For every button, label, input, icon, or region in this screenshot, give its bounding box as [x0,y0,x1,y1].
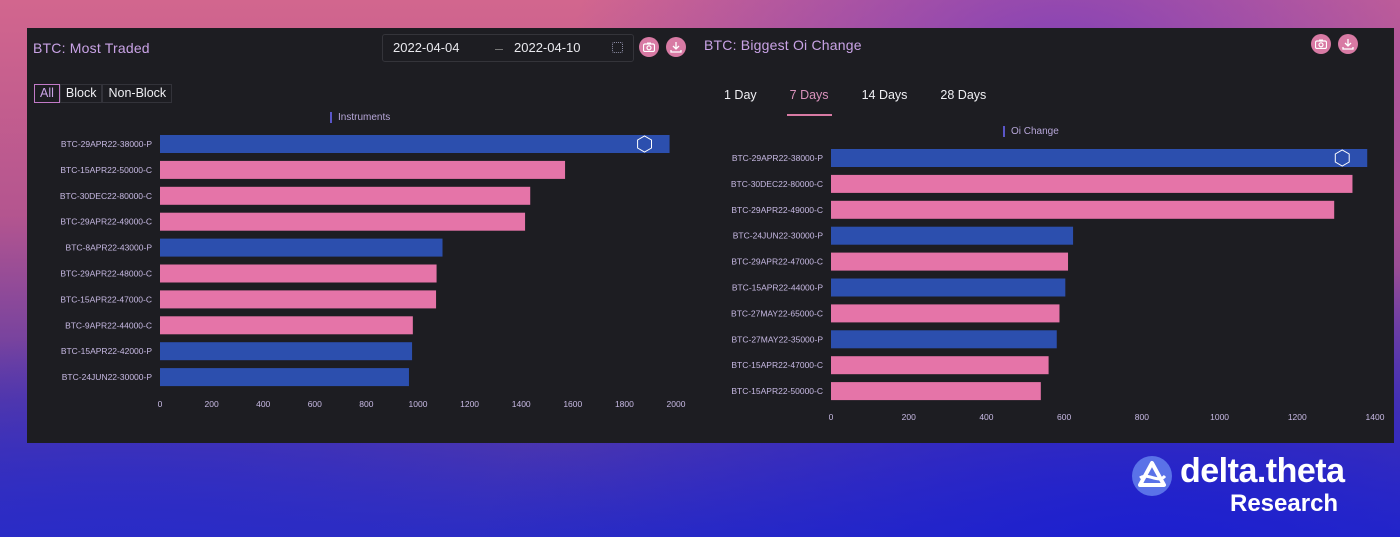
category-label: BTC-29APR22-38000-P [61,139,153,149]
tab-14-days[interactable]: 14 Days [861,88,908,102]
x-tick-label: 1000 [1210,412,1229,422]
brand-subtitle: Research [1230,490,1339,517]
x-tick-label: 0 [158,399,163,409]
bar[interactable] [831,382,1041,401]
category-label: BTC-30DEC22-80000-C [731,179,823,189]
camera-icon [643,42,655,52]
category-label: BTC-8APR22-43000-P [66,243,153,253]
tab-1-day[interactable]: 1 Day [724,88,757,102]
category-label: BTC-15APR22-50000-C [731,386,823,396]
x-tick-label: 1600 [563,399,582,409]
filter-non-block[interactable]: Non-Block [102,84,173,103]
category-label: BTC-29APR22-49000-C [60,217,152,227]
bar[interactable] [831,174,1353,193]
bar[interactable] [831,200,1335,219]
bar[interactable] [160,316,413,335]
right-legend-label: Oi Change [1011,126,1059,137]
bar[interactable] [160,264,437,283]
filter-all[interactable]: All [34,84,60,103]
hexagon-marker-icon [1334,149,1350,167]
bar[interactable] [831,149,1368,167]
oi-change-chart: BTC-29APR22-38000-P BTC-30DEC22-80000-C BT… [731,149,1385,422]
bar[interactable] [831,356,1049,375]
bar[interactable] [831,226,1074,245]
filter-block[interactable]: Block [59,84,103,103]
calendar-icon[interactable] [612,42,623,53]
right-chart-title: BTC: Biggest Oi Change [704,37,862,53]
hexagon-marker-icon [637,135,652,153]
bar[interactable] [160,290,437,309]
date-separator [495,49,503,50]
bar[interactable] [831,330,1057,349]
logo-icon [1132,456,1172,496]
bar[interactable] [160,238,443,257]
category-label: BTC-27MAY22-35000-P [732,334,824,344]
category-label: BTC-15APR22-50000-C [60,165,152,175]
right-camera-button[interactable] [1311,34,1331,54]
x-tick-label: 1400 [1366,412,1385,422]
date-end[interactable]: 2022-04-10 [514,40,581,55]
bar[interactable] [160,135,670,153]
x-tick-label: 400 [256,399,270,409]
camera-icon [1315,39,1327,49]
brand-name: delta.theta [1180,452,1345,490]
left-download-button[interactable] [666,37,686,57]
legend-marker [330,112,332,123]
bar[interactable] [831,304,1060,323]
x-tick-label: 200 [902,412,916,422]
bar[interactable] [160,212,526,231]
x-tick-label: 1400 [512,399,531,409]
left-chart-title: BTC: Most Traded [33,40,150,56]
category-label: BTC-30DEC22-80000-C [60,191,152,201]
trade-type-filter: All Block Non-Block [34,84,173,103]
date-range-picker[interactable]: 2022-04-04 2022-04-10 [382,34,634,62]
right-legend[interactable]: Oi Change [1003,126,1059,137]
period-tabs: 1 Day 7 Days 14 Days 28 Days [724,88,1019,116]
date-start[interactable]: 2022-04-04 [393,40,460,55]
bar[interactable] [831,278,1066,297]
category-label: BTC-29APR22-47000-C [731,257,823,267]
category-label: BTC-15APR22-47000-C [60,294,152,304]
x-tick-label: 600 [308,399,322,409]
x-tick-label: 2000 [667,399,686,409]
x-tick-label: 1000 [409,399,428,409]
x-tick-label: 800 [1135,412,1149,422]
x-tick-label: 400 [979,412,993,422]
category-label: BTC-9APR22-44000-C [65,320,152,330]
x-tick-label: 600 [1057,412,1071,422]
category-label: BTC-15APR22-42000-P [61,346,153,356]
category-label: BTC-15APR22-44000-P [732,283,824,293]
category-label: BTC-29APR22-48000-C [60,269,152,279]
legend-marker [1003,126,1005,137]
bar[interactable] [160,186,531,205]
category-label: BTC-27MAY22-65000-C [731,308,823,318]
download-icon [1342,39,1354,50]
left-camera-button[interactable] [639,37,659,57]
category-label: BTC-29APR22-38000-P [732,153,824,163]
bar[interactable] [160,160,566,179]
x-tick-label: 0 [829,412,834,422]
category-label: BTC-15APR22-47000-C [731,360,823,370]
dashboard-panel: BTC: Most Traded 2022-04-04 2022-04-10 A… [27,28,1394,443]
x-tick-label: 800 [359,399,373,409]
x-tick-label: 1200 [1288,412,1307,422]
bar[interactable] [160,342,413,361]
download-icon [670,42,682,53]
bar[interactable] [160,368,409,387]
x-tick-label: 200 [205,399,219,409]
x-tick-label: 1800 [615,399,634,409]
category-label: BTC-24JUN22-30000-P [733,231,824,241]
x-tick-label: 1200 [460,399,479,409]
tab-7-days[interactable]: 7 Days [786,88,832,116]
bar[interactable] [831,252,1069,271]
right-download-button[interactable] [1338,34,1358,54]
left-legend-label: Instruments [338,112,391,123]
left-legend[interactable]: Instruments [330,112,390,123]
category-label: BTC-29APR22-49000-C [731,205,823,215]
category-label: BTC-24JUN22-30000-P [62,372,153,382]
most-traded-chart: BTC-29APR22-38000-P BTC-15APR22-50000-C BT… [60,135,686,409]
tab-28-days[interactable]: 28 Days [940,88,987,102]
